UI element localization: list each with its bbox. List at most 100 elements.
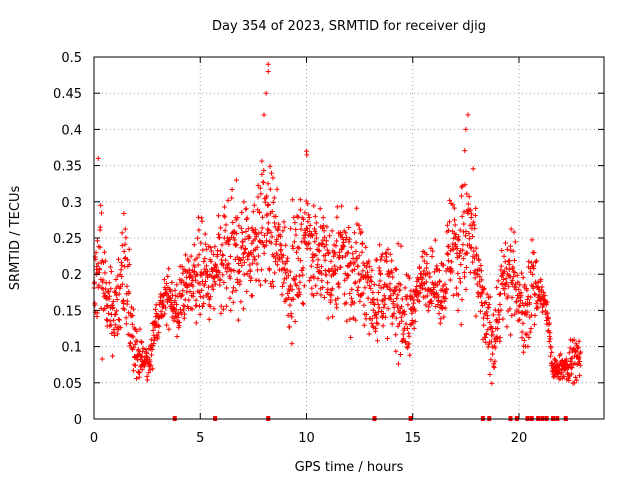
data-point <box>134 376 140 382</box>
data-point <box>285 290 291 296</box>
data-point <box>163 281 169 287</box>
data-point <box>454 245 460 251</box>
data-point <box>507 258 513 264</box>
data-point <box>485 327 491 333</box>
data-point <box>360 268 366 274</box>
data-point <box>194 303 200 309</box>
data-point <box>174 333 180 339</box>
data-point <box>206 296 212 302</box>
data-point <box>505 293 511 299</box>
data-point <box>348 335 354 341</box>
data-point <box>322 252 328 258</box>
y-tick-label: 0.45 <box>53 87 82 102</box>
data-point <box>295 214 301 220</box>
data-point <box>367 264 373 270</box>
data-point <box>512 258 518 264</box>
data-point <box>359 249 365 255</box>
data-point <box>107 318 113 324</box>
data-point <box>314 235 320 241</box>
data-point <box>474 253 480 259</box>
data-point <box>119 230 125 236</box>
data-point <box>306 278 312 284</box>
data-point <box>102 306 108 312</box>
data-point <box>506 267 512 273</box>
data-point <box>266 202 272 208</box>
data-point <box>525 309 531 315</box>
data-point <box>465 112 471 118</box>
data-point <box>318 242 324 248</box>
data-point <box>150 320 156 326</box>
data-point <box>501 253 507 259</box>
data-point <box>97 244 103 250</box>
data-point <box>212 279 218 285</box>
data-point <box>419 254 425 260</box>
data-point <box>547 353 553 359</box>
data-point <box>151 337 157 343</box>
data-point <box>462 148 468 154</box>
data-point <box>202 231 208 237</box>
data-point <box>343 234 349 240</box>
data-point <box>383 254 389 260</box>
data-point <box>466 194 472 200</box>
data-point <box>262 199 268 205</box>
y-tick-label: 0.35 <box>53 160 82 175</box>
data-point <box>119 243 125 249</box>
data-point <box>352 259 358 265</box>
data-point <box>204 246 210 252</box>
data-point <box>361 322 367 328</box>
data-point <box>382 301 388 307</box>
data-point <box>282 224 288 230</box>
data-point <box>281 219 287 225</box>
data-point <box>400 331 406 337</box>
data-point <box>270 175 276 181</box>
data-point <box>292 319 298 325</box>
data-point <box>251 202 257 208</box>
data-point <box>492 358 498 364</box>
data-point <box>320 223 326 229</box>
data-point <box>181 279 187 285</box>
y-tick-label: 0 <box>74 413 82 428</box>
data-point <box>212 281 218 287</box>
data-point <box>356 253 362 259</box>
data-point <box>300 216 306 222</box>
data-point <box>255 182 261 188</box>
data-point <box>332 263 338 269</box>
data-point <box>195 235 201 241</box>
data-point <box>529 237 535 243</box>
data-point <box>517 282 523 288</box>
data-point <box>101 249 107 255</box>
data-point <box>395 361 401 367</box>
data-point <box>222 214 228 220</box>
data-point <box>123 321 129 327</box>
data-point <box>335 280 341 286</box>
data-point <box>427 274 433 280</box>
data-point <box>357 226 363 232</box>
data-point <box>290 246 296 252</box>
data-point <box>341 291 347 297</box>
data-point <box>400 336 406 342</box>
data-point <box>304 226 310 232</box>
data-point <box>450 202 456 208</box>
data-point <box>112 290 118 296</box>
data-point <box>395 241 401 247</box>
data-point <box>267 163 273 169</box>
data-point <box>511 274 517 280</box>
data-point <box>398 282 404 288</box>
data-point <box>242 246 248 252</box>
data-point <box>193 297 199 303</box>
data-point <box>148 362 154 368</box>
data-point <box>301 301 307 307</box>
data-point <box>432 237 438 243</box>
data-point <box>332 251 338 257</box>
data-point <box>395 323 401 329</box>
data-point <box>236 269 242 275</box>
data-point <box>434 263 440 269</box>
data-point <box>520 349 526 355</box>
data-point <box>381 304 387 310</box>
data-point <box>228 307 234 313</box>
data-point <box>500 316 506 322</box>
data-point <box>341 243 347 249</box>
data-point <box>106 280 112 286</box>
data-point <box>376 290 382 296</box>
data-point <box>546 320 552 326</box>
